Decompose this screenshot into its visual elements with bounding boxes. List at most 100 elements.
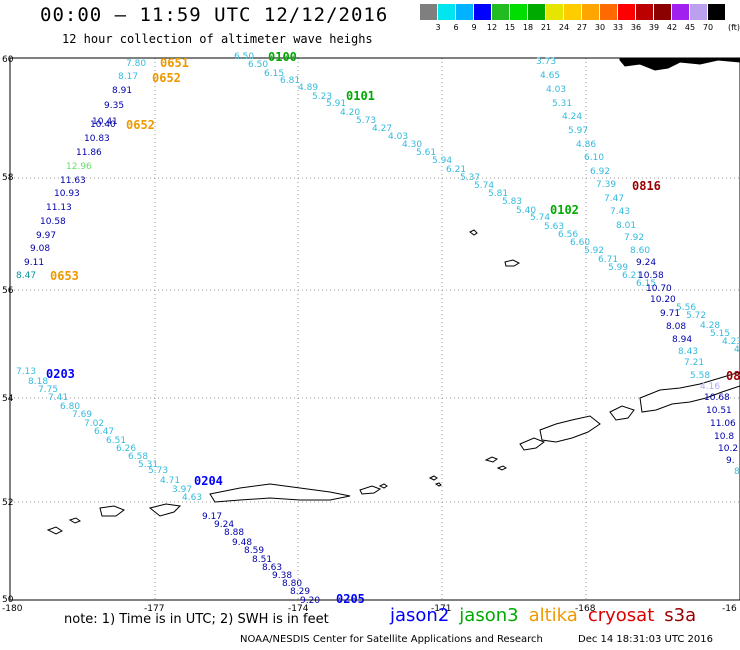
legend-s3a: s3a — [664, 605, 697, 626]
wave-height-value: 9. — [726, 456, 735, 466]
track-0100-0102: 6.506.506.156.814.895.235.914.205.734.27… — [234, 52, 740, 355]
wave-height-value: 4.71 — [160, 476, 180, 486]
wave-height-value: 9.08 — [30, 244, 50, 254]
wave-height-value: 8.63 — [262, 563, 282, 573]
wave-height-value: 5.83 — [502, 197, 522, 207]
wave-height-value: 5.37 — [460, 173, 480, 183]
colorbar-label: 33 — [612, 23, 624, 32]
pass-time-label: 0652 — [126, 118, 155, 132]
wave-height-value: 5.15 — [710, 329, 730, 339]
satellite-legend: jason2 jason3 altika cryosat s3a — [390, 605, 706, 626]
atka-island — [359, 485, 382, 495]
map-frame — [9, 57, 740, 601]
colorbar-swatch — [582, 4, 599, 20]
colorbar-swatch — [492, 4, 509, 20]
wave-height-value: 6.50 — [234, 52, 254, 62]
wave-height-value: 5.58 — [690, 371, 710, 381]
pass-time-label: 0816 — [632, 179, 661, 193]
colorbar-label: 15 — [504, 23, 516, 32]
wave-height-value: 8.80 — [282, 579, 302, 589]
wave-height-value: 6.80 — [60, 402, 80, 412]
pribilof-island — [469, 229, 478, 236]
wave-height-value: 9.24 — [214, 520, 234, 530]
wave-height-value: 11.63 — [60, 176, 86, 186]
wave-height-value: 6.92 — [590, 167, 610, 177]
colorbar-swatch — [420, 4, 437, 20]
pribilof-island-2 — [504, 259, 521, 267]
wave-height-value: 7.02 — [84, 419, 104, 429]
wave-height-value: 9.71 — [660, 309, 680, 319]
wave-height-value: 4.65 — [540, 71, 560, 81]
colorbar-unit: (ft) — [727, 23, 740, 32]
wave-height-value: 5.61 — [416, 148, 436, 158]
track-0816: 3.73 4.65 4.03 5.31 4.24 5.97 4.86 6.10 6.92 7.39… — [536, 57, 740, 477]
map-subtitle: 12 hour collection of altimeter wave hei… — [62, 32, 373, 46]
attu-island — [46, 517, 82, 535]
wave-height-value: 6.15 — [264, 69, 284, 79]
wave-height-value: 3.73 — [536, 57, 556, 67]
wave-height-value: 8.01 — [616, 221, 636, 231]
wave-height-value: 12.96 — [66, 162, 92, 172]
colorbar-swatch — [564, 4, 581, 20]
colorbar-swatch — [528, 4, 545, 20]
small-islets — [378, 475, 442, 489]
wave-height-value: 5.99 — [608, 263, 628, 273]
wave-height-value: 4.86 — [576, 140, 596, 150]
lat-label-52: 52 — [2, 498, 13, 508]
credit-text: NOAA/NESDIS Center for Satellite Applica… — [240, 634, 543, 645]
wave-height-value: 4.16 — [700, 382, 720, 392]
colorbar-label: 18 — [522, 23, 534, 32]
lon-label-168: -168 — [575, 604, 596, 614]
wave-height-value: 7.39 — [596, 180, 616, 190]
wave-height-value: 4.27 — [372, 124, 392, 134]
colorbar-label: 45 — [684, 23, 696, 32]
wave-height-value: 8.47 — [16, 271, 36, 281]
wave-height-value: 6.71 — [598, 255, 618, 265]
wave-height-value: 8.08 — [666, 322, 686, 332]
islands-of-four-mountains — [484, 456, 507, 471]
legend-jason2: jason2 — [390, 605, 450, 626]
wave-height-value: 9.97 — [36, 231, 56, 241]
near-islands — [99, 505, 126, 517]
wave-height-value: 6.47 — [94, 427, 114, 437]
wave-height-value: 10.2 — [718, 444, 738, 454]
wave-height-value: 8.17 — [118, 72, 138, 82]
wave-height-value: 8.94 — [672, 335, 692, 345]
wave-height-value: 7.43 — [610, 207, 630, 217]
track-0203-0205: 7.138.187.757.416.807.697.026.476.516.26… — [16, 367, 320, 606]
colorbar-label: 3 — [435, 23, 441, 32]
colorbar-label: 6 — [453, 23, 459, 32]
colorbar-swatch — [636, 4, 653, 20]
wave-height-value: 4.30 — [402, 140, 422, 150]
colorbar-label: 39 — [648, 23, 660, 32]
coastline — [46, 57, 740, 535]
andreanof-islands — [209, 483, 351, 503]
map-title: 00:00 – 11:59 UTC 12/12/2016 — [40, 4, 389, 26]
lon-label-165: -16 — [722, 604, 737, 614]
wave-height-value: 9.11 — [24, 258, 44, 268]
lat-label-58: 58 — [2, 173, 14, 183]
alaska-mainland-coast — [619, 57, 740, 71]
wave-height-value: 7.92 — [624, 233, 644, 243]
wave-height-value: 6.58 — [128, 452, 148, 462]
wave-height-value: 7.21 — [684, 358, 704, 368]
wave-height-value: 10.20 — [650, 295, 676, 305]
wave-height-value: 4.63 — [182, 493, 202, 503]
wave-height-value: 6.26 — [116, 444, 136, 454]
legend-cryosat: cryosat — [587, 605, 655, 626]
wave-height-value: 10.40 — [90, 120, 116, 130]
wave-height-value: 7.80 — [126, 59, 146, 69]
wave-height-value: 7.41 — [48, 393, 68, 403]
pass-time-label: 0100 — [268, 50, 297, 64]
colorbar-label: 9 — [471, 23, 477, 32]
wave-height-value: 10.8 — [714, 432, 734, 442]
wave-height-value: 6.21 — [446, 165, 466, 175]
lon-label-180: -180 — [2, 604, 23, 614]
colorbar-swatch — [456, 4, 473, 20]
wave-height-value: 5.94 — [432, 156, 452, 166]
colorbar-swatch — [618, 4, 635, 20]
pass-time-label: 0205 — [336, 592, 365, 606]
pass-time-label: 0101 — [346, 89, 375, 103]
umnak-island — [519, 437, 546, 451]
